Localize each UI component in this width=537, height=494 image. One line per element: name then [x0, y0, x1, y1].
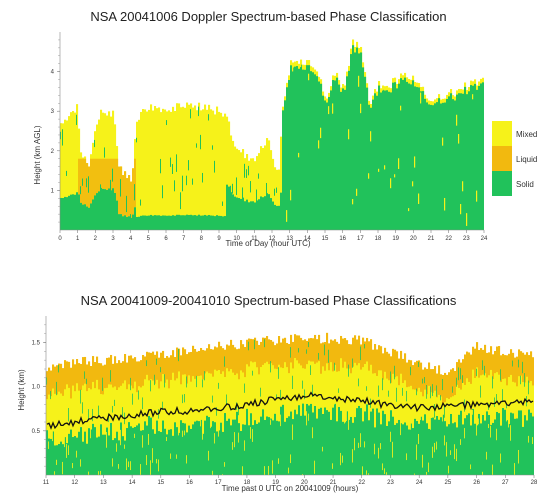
chart1-x-tick: 19: [392, 236, 399, 242]
chart2-x-tick: 14: [129, 480, 136, 486]
chart1-x-tick: 9: [217, 236, 221, 242]
chart1-x-tick: 10: [233, 236, 240, 242]
chart2-black-line: [46, 391, 534, 430]
chart1-x-tick: 24: [481, 236, 488, 242]
chart2-x-tick: 28: [531, 480, 537, 486]
chart2-y-label: Height (km): [17, 369, 26, 411]
chart2-x-tick: 20: [301, 480, 308, 486]
chart2-x-tick: 22: [358, 480, 365, 486]
chart1-x-tick: 4: [129, 236, 133, 242]
chart1-x-tick: 5: [147, 236, 151, 242]
chart2-x-tick: 24: [416, 480, 423, 486]
chart2-x-tick: 23: [387, 480, 394, 486]
chart1-x-tick: 14: [304, 236, 311, 242]
legend-label-liquid: Liquid: [516, 155, 537, 164]
chart1-x-tick: 18: [375, 236, 382, 242]
chart1-x-tick: 3: [111, 236, 115, 242]
chart1-x-tick: 11: [251, 236, 258, 242]
chart1-x-tick: 0: [58, 236, 62, 242]
chart2-y-tick: 0.5: [32, 429, 41, 435]
chart1-x-tick: 17: [357, 236, 364, 242]
chart1-x-tick: 12: [269, 236, 276, 242]
chart2-plot-area: [46, 332, 534, 475]
chart1-x-tick: 23: [463, 236, 470, 242]
legend-label-solid: Solid: [516, 180, 534, 189]
chart1-x-tick: 21: [428, 236, 435, 242]
chart1-x-tick: 7: [182, 236, 186, 242]
chart2-x-label: Time past 0 UTC on 20041009 (hours): [222, 484, 359, 493]
chart2-x-tick: 19: [272, 480, 279, 486]
legend-swatch-solid: [492, 171, 512, 196]
chart2-x-tick: 13: [100, 480, 107, 486]
chart1-x-tick: 6: [164, 236, 168, 242]
chart1-x-tick: 1: [76, 236, 80, 242]
chart2-x-tick: 11: [43, 480, 50, 486]
chart2-x-tick: 27: [502, 480, 509, 486]
chart1-legend: Mixed Liquid Solid: [492, 121, 537, 196]
chart1-y-tick: 1: [51, 188, 55, 194]
chart1-y-tick: 3: [51, 109, 55, 115]
chart1-y-tick: 2: [51, 149, 55, 155]
chart1-title: NSA 20041006 Doppler Spectrum-based Phas…: [90, 9, 447, 24]
chart1-x-tick: 16: [339, 236, 346, 242]
chart2-x-tick: 12: [71, 480, 78, 486]
legend-swatch-liquid: [492, 146, 512, 171]
chart2-x-tick: 25: [445, 480, 452, 486]
chart1-y-label: Height (km AGL): [33, 125, 42, 184]
chart1-x-tick: 15: [322, 236, 329, 242]
chart1-x-tick: 8: [200, 236, 204, 242]
chart1-x-tick: 13: [286, 236, 293, 242]
chart2-y-tick: 1.5: [32, 341, 41, 347]
chart1-y-tick: 4: [51, 70, 55, 76]
chart2-title: NSA 20041009-20041010 Spectrum-based Pha…: [80, 293, 457, 308]
chart2-x-tick: 21: [330, 480, 337, 486]
chart2-x-tick: 26: [473, 480, 480, 486]
chart2-x-tick: 18: [244, 480, 251, 486]
chart2-y-tick: 1.0: [32, 385, 41, 391]
chart1-x-tick: 2: [94, 236, 98, 242]
chart1-x-tick: 22: [445, 236, 452, 242]
chart2-x-tick: 15: [157, 480, 164, 486]
legend-label-mixed: Mixed: [516, 130, 537, 139]
chart2-x-tick: 16: [186, 480, 193, 486]
legend-swatch-mixed: [492, 121, 512, 146]
chart1-x-tick: 20: [410, 236, 417, 242]
chart1-plot-area: [60, 39, 484, 230]
chart1-x-label: Time of Day (hour UTC): [225, 239, 310, 248]
chart2-x-tick: 17: [215, 480, 222, 486]
